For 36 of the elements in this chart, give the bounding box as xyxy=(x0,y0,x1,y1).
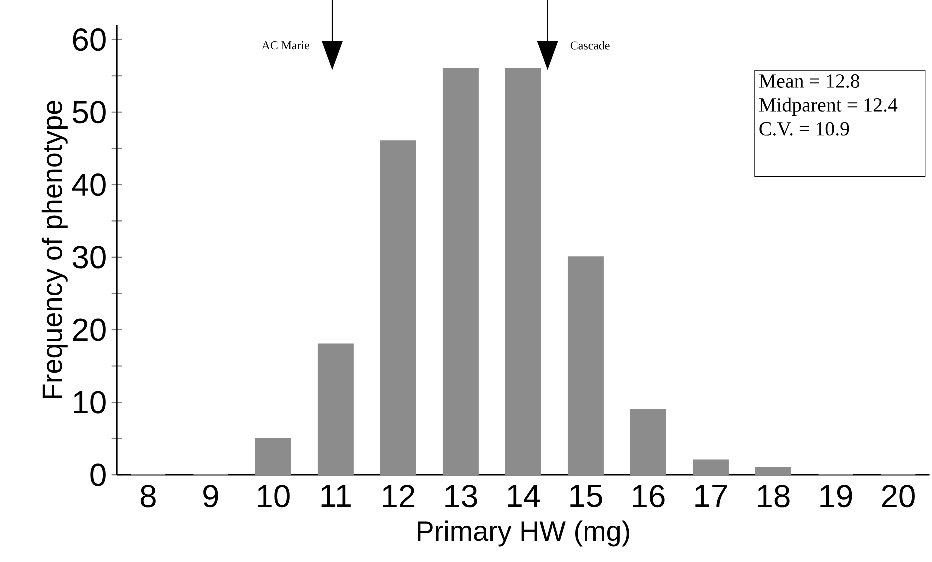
x-tick-label: 18 xyxy=(758,485,790,508)
x-tick-label: 14 xyxy=(508,485,540,507)
bar xyxy=(755,467,792,476)
bar xyxy=(568,256,604,476)
y-tick-label: 10 xyxy=(74,391,106,414)
x-axis-title: Primary HW (mg) xyxy=(418,520,630,547)
x-tick-label: 20 xyxy=(882,485,915,508)
bar xyxy=(255,438,292,476)
bar xyxy=(318,344,354,476)
x-tick-label: 12 xyxy=(383,485,415,508)
x-tick-label: 13 xyxy=(446,485,478,508)
annotation: Midparent = 12.4 xyxy=(759,98,898,116)
y-tick-label: 20 xyxy=(73,318,106,342)
annotation: Mean = 12.8 xyxy=(759,74,860,88)
x-tick-label: 10 xyxy=(258,485,290,508)
y-tick-label: 50 xyxy=(72,101,106,124)
x-tick-label: 11 xyxy=(322,485,351,507)
y-tick-label: 40 xyxy=(72,174,106,196)
x-tick-label: 17 xyxy=(696,485,728,507)
y-tick-label: 0 xyxy=(90,464,106,486)
bar xyxy=(442,68,479,476)
annotation: C.V. = 10.9 xyxy=(760,122,850,136)
y-tick-label: 30 xyxy=(72,246,106,269)
bar xyxy=(630,408,666,476)
annotation: Cascade xyxy=(570,41,610,50)
y-axis-title: Frequency of phenotype xyxy=(42,101,68,398)
x-tick-label: 16 xyxy=(633,485,665,508)
x-tick-label: 15 xyxy=(570,485,602,508)
x-tick-label: 9 xyxy=(204,485,218,508)
y-tick-label: 60 xyxy=(73,28,106,52)
bar xyxy=(380,140,416,476)
x-tick-label: 8 xyxy=(140,485,156,508)
bar xyxy=(505,68,542,476)
bar xyxy=(692,460,729,476)
annotation: AC Marie xyxy=(262,42,310,50)
x-tick-label: 19 xyxy=(820,485,852,508)
